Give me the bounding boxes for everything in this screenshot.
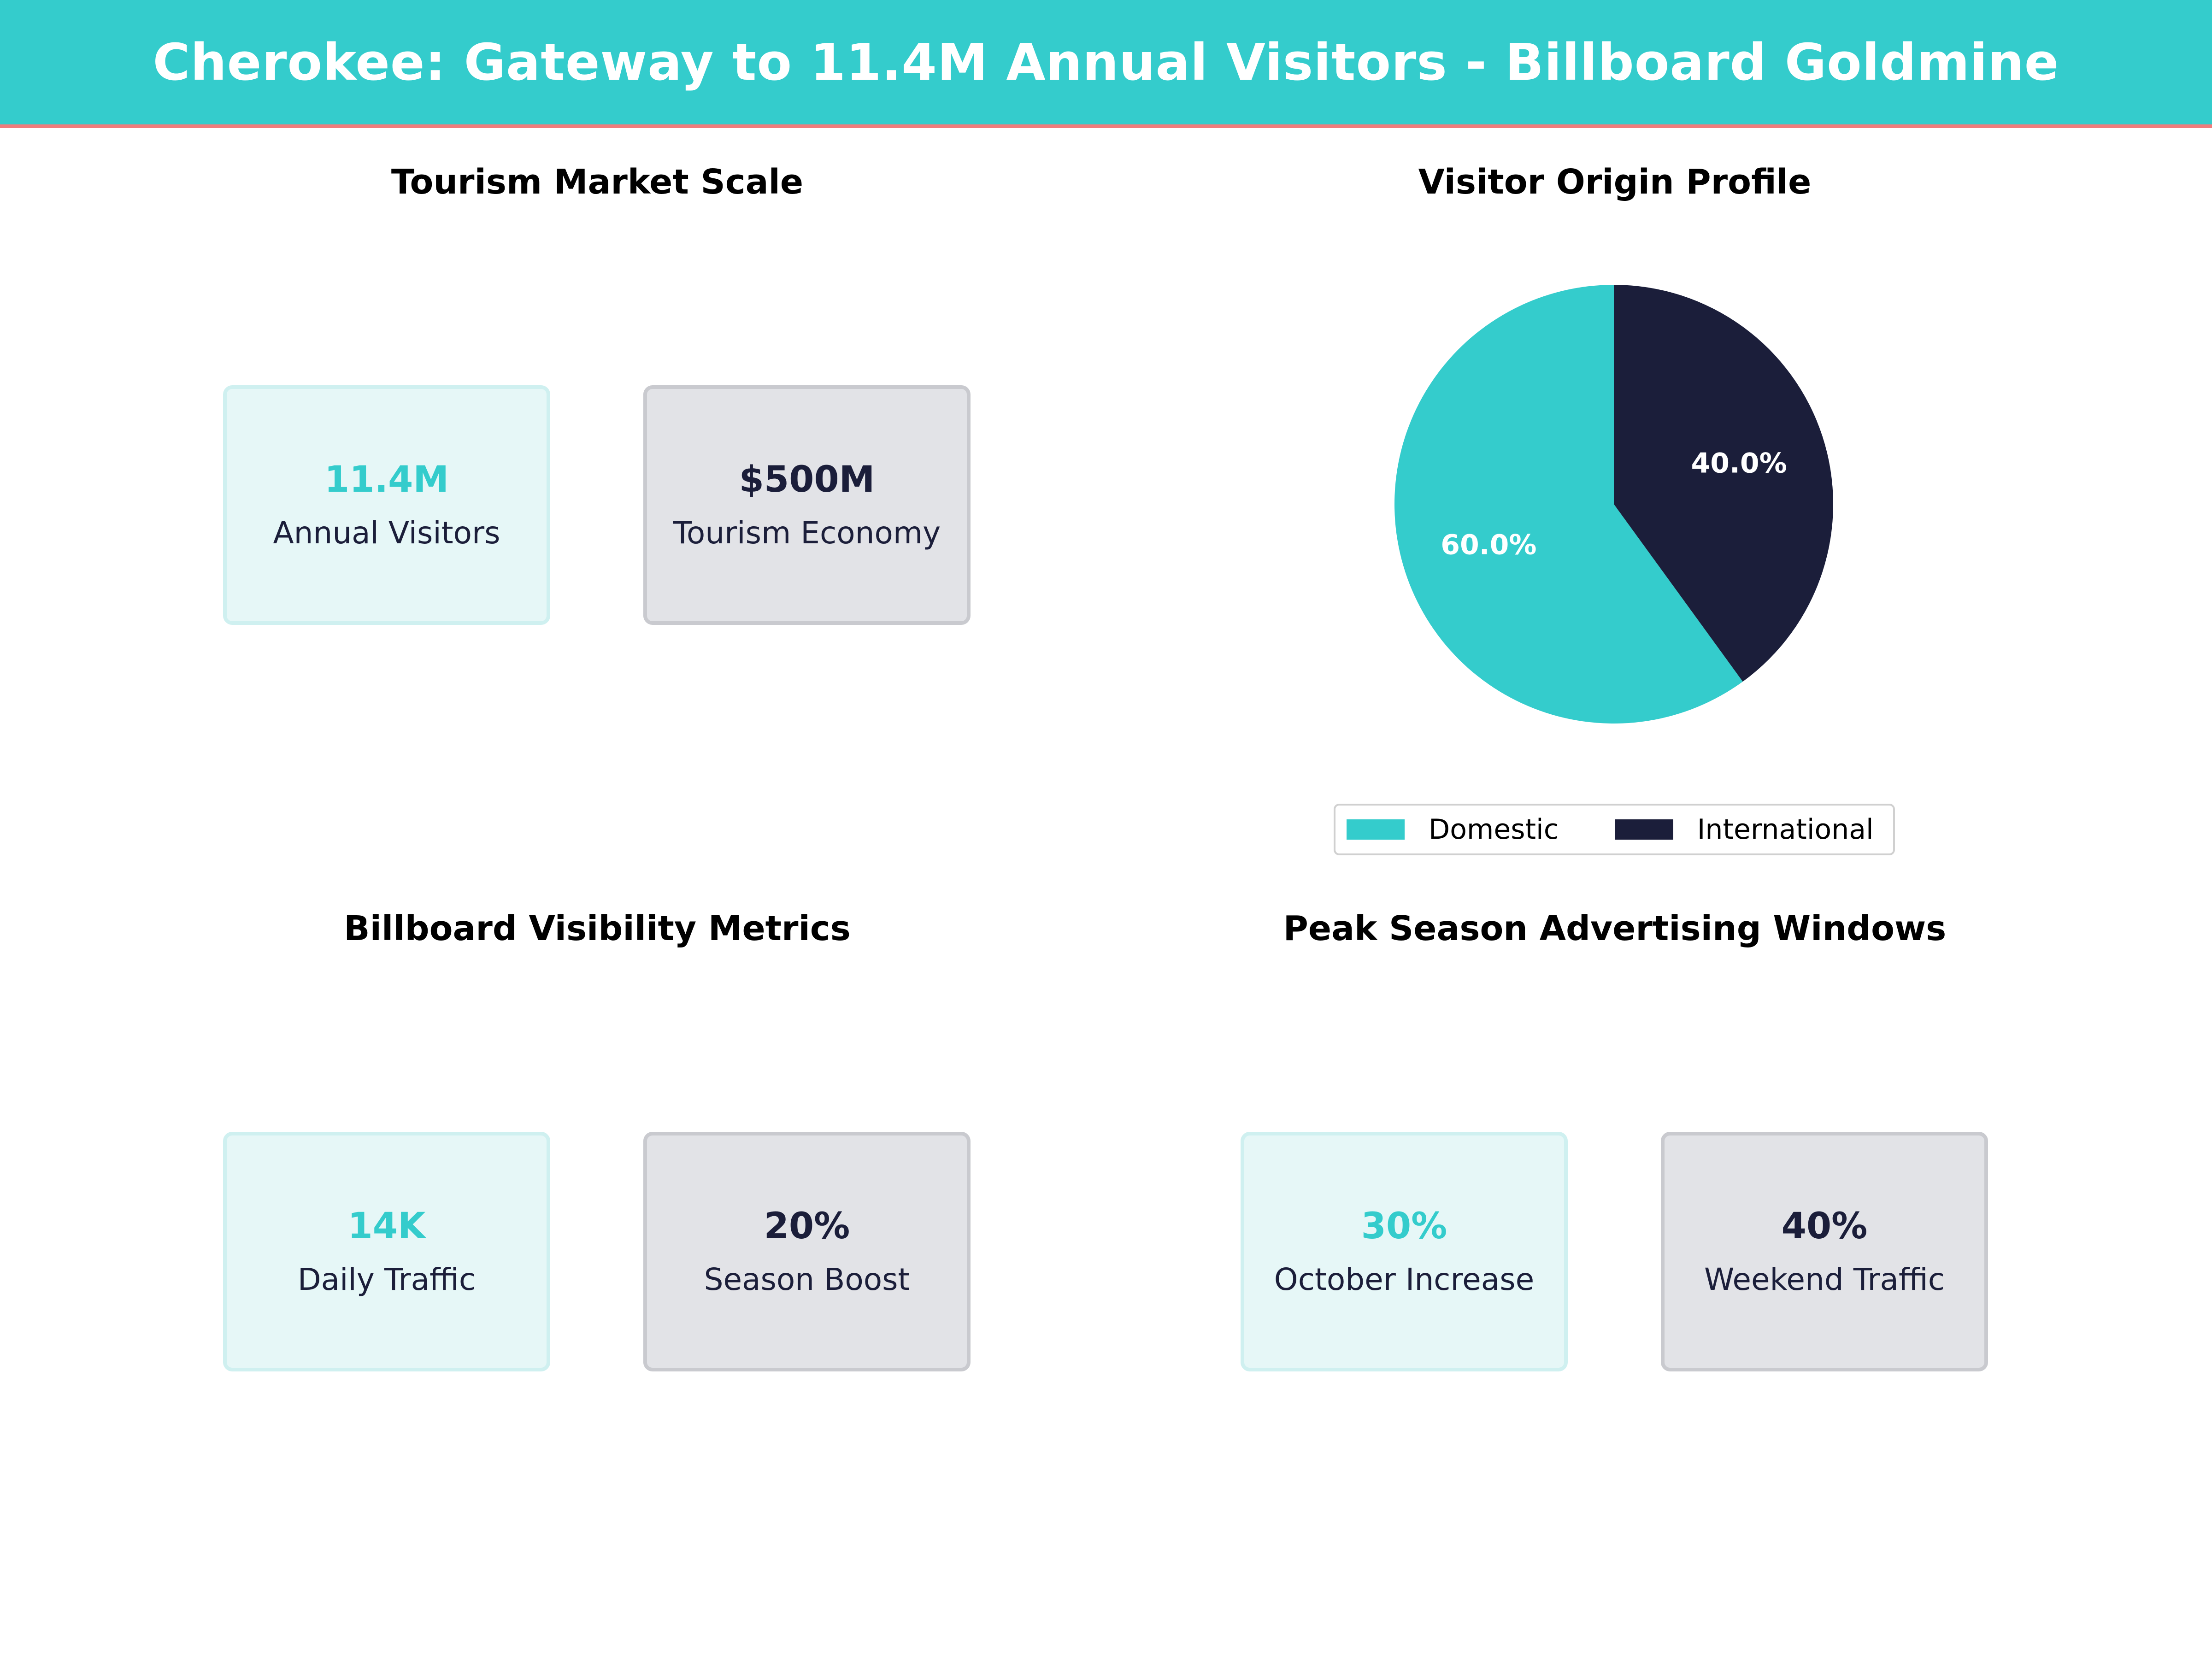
annual-visitors-card: 11.4M Annual Visitors bbox=[223, 385, 550, 625]
daily-traffic-card: 14K Daily Traffic bbox=[223, 1132, 550, 1371]
season-boost-card: 20% Season Boost bbox=[643, 1132, 971, 1371]
card-label: Annual Visitors bbox=[273, 515, 500, 551]
card-label: Tourism Economy bbox=[673, 515, 941, 551]
card-value: 20% bbox=[764, 1206, 850, 1247]
card-label: Season Boost bbox=[704, 1262, 910, 1297]
peak-season-title: Peak Season Advertising Windows bbox=[1283, 909, 1947, 948]
card-value: 11.4M bbox=[324, 459, 449, 500]
card-label: Daily Traffic bbox=[297, 1262, 476, 1297]
card-label: Weekend Traffic bbox=[1704, 1262, 1945, 1297]
legend-label-international: International bbox=[1697, 813, 1874, 846]
october-increase-card: 30% October Increase bbox=[1241, 1132, 1568, 1371]
header-banner: Cherokee: Gateway to 11.4M Annual Visito… bbox=[0, 0, 2212, 128]
pie-label-domestic: 60.0% bbox=[1441, 529, 1536, 561]
legend-item-domestic: Domestic bbox=[1347, 813, 1559, 846]
visitor-origin-pie-chart: 60.0% 40.0% bbox=[1394, 285, 1833, 724]
market-scale-title: Tourism Market Scale bbox=[391, 162, 804, 202]
page-title: Cherokee: Gateway to 11.4M Annual Visito… bbox=[153, 33, 2059, 92]
pie-legend: Domestic International bbox=[1334, 804, 1895, 855]
card-label: October Increase bbox=[1274, 1262, 1535, 1297]
billboard-visibility-title: Billboard Visibility Metrics bbox=[344, 909, 851, 948]
pie-slice-domestic bbox=[1394, 285, 1743, 724]
weekend-traffic-card: 40% Weekend Traffic bbox=[1661, 1132, 1988, 1371]
tourism-economy-card: $500M Tourism Economy bbox=[643, 385, 971, 625]
card-value: $500M bbox=[739, 459, 875, 500]
pie-slice-international bbox=[1614, 285, 1833, 682]
card-value: 14K bbox=[347, 1206, 426, 1247]
visitor-origin-title: Visitor Origin Profile bbox=[1418, 162, 1812, 202]
legend-swatch-domestic bbox=[1347, 819, 1405, 840]
card-value: 30% bbox=[1361, 1206, 1447, 1247]
card-value: 40% bbox=[1781, 1206, 1868, 1247]
legend-item-international: International bbox=[1615, 813, 1874, 846]
legend-swatch-international bbox=[1615, 819, 1673, 840]
pie-label-international: 40.0% bbox=[1691, 447, 1787, 480]
legend-label-domestic: Domestic bbox=[1429, 813, 1559, 846]
